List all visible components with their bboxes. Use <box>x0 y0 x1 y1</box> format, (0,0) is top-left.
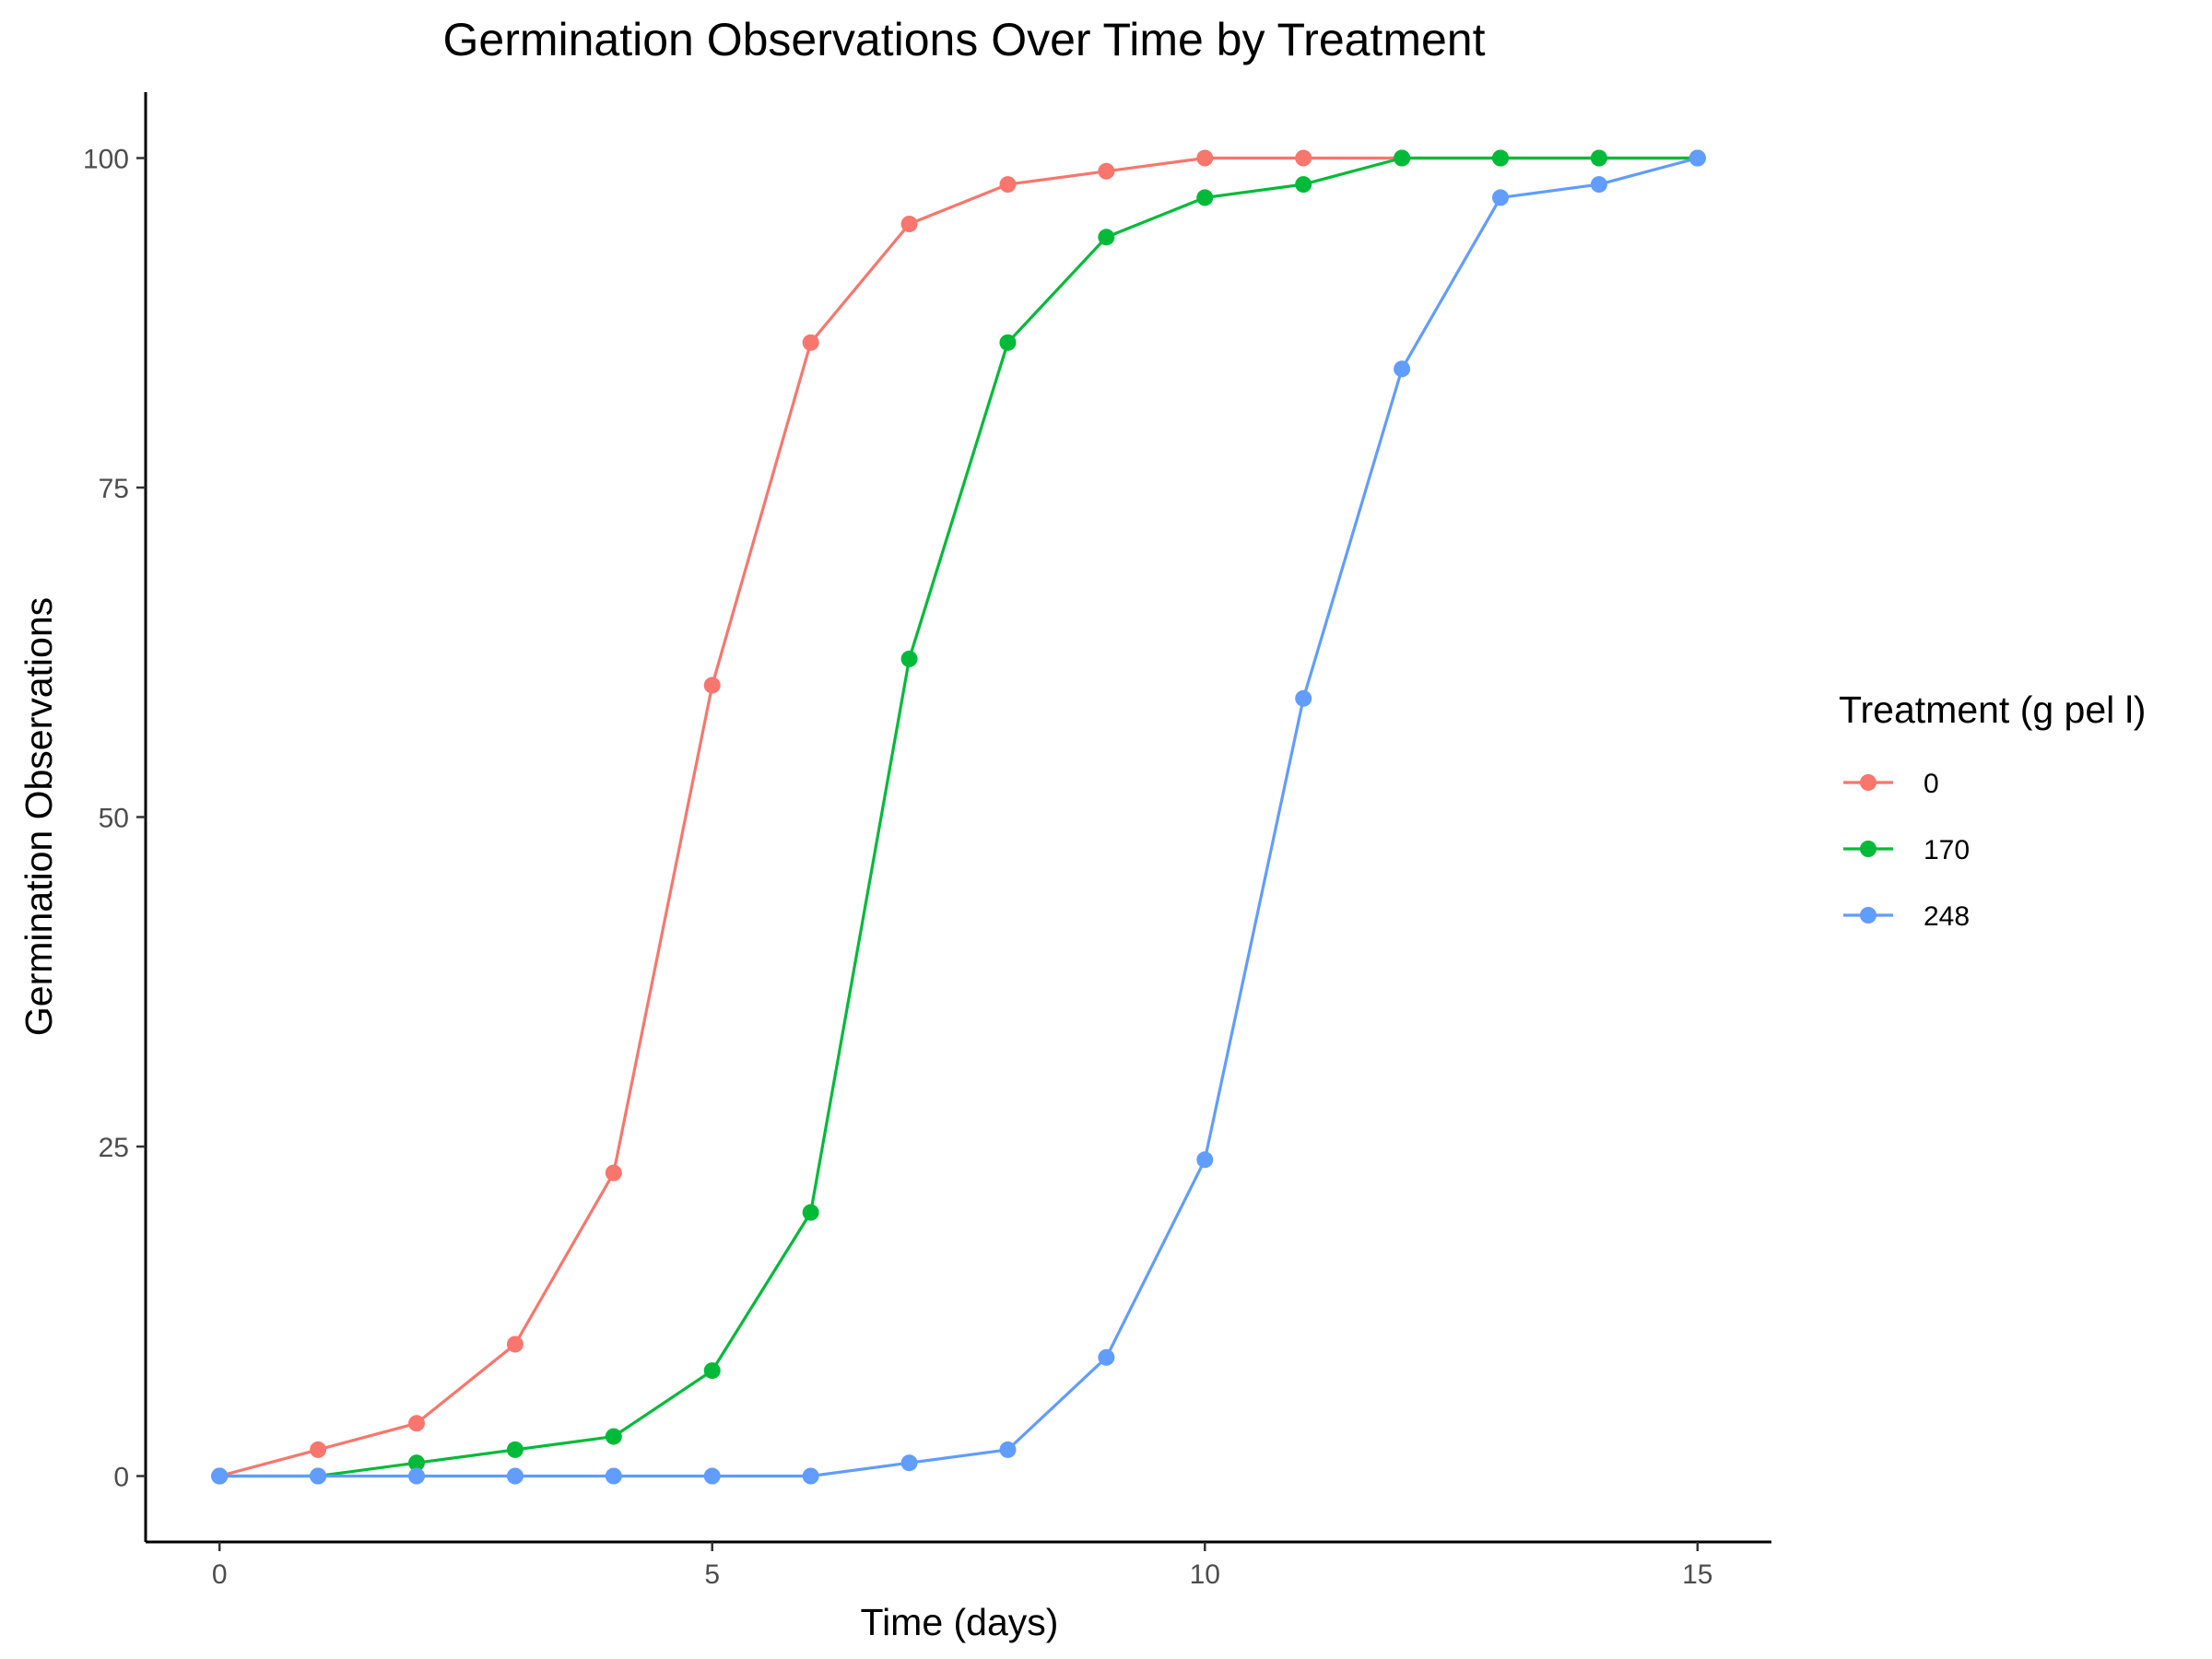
data-point <box>506 1335 524 1353</box>
legend-item: 0 <box>1843 769 1939 799</box>
data-point <box>1492 149 1509 167</box>
legend: Treatment (g pel l) 0 170 248 <box>1839 688 2146 932</box>
y-tick-label: 0 <box>113 1463 129 1493</box>
series-line <box>218 156 1700 1478</box>
data-point <box>310 1467 327 1485</box>
legend-items: 0 170 248 <box>1843 769 1970 932</box>
x-tick-label: 0 <box>212 1559 228 1590</box>
data-point <box>1196 189 1214 206</box>
data-point <box>1196 1151 1214 1169</box>
y-tick-label: 50 <box>99 804 129 834</box>
data-point <box>999 1441 1017 1458</box>
y-tick-label: 100 <box>83 145 129 175</box>
data-point <box>900 216 918 232</box>
legend-label: 0 <box>1924 769 1939 799</box>
y-axis-ticks: 0 25 50 75 100 <box>83 145 146 1493</box>
data-point <box>1590 149 1607 167</box>
legend-item: 248 <box>1843 901 1970 932</box>
plot-area <box>211 149 1706 1485</box>
legend-title: Treatment (g pel l) <box>1839 688 2146 731</box>
data-point <box>703 1467 721 1485</box>
x-axis-title: Time (days) <box>861 1601 1059 1643</box>
data-point <box>1098 162 1115 180</box>
legend-label: 170 <box>1924 835 1970 865</box>
data-point <box>408 1454 425 1472</box>
legend-key-point <box>1860 907 1877 924</box>
data-point <box>1492 189 1509 206</box>
x-axis-ticks: 0 5 10 15 <box>212 1542 1713 1590</box>
legend-key-point <box>1860 841 1877 857</box>
data-point <box>703 677 721 694</box>
data-point <box>900 650 918 667</box>
data-point <box>1688 149 1706 167</box>
data-point <box>1394 360 1411 378</box>
data-point <box>1590 176 1607 194</box>
data-point <box>999 176 1017 194</box>
data-point <box>506 1467 524 1485</box>
x-tick-label: 5 <box>704 1559 720 1590</box>
data-point <box>1098 1348 1115 1366</box>
data-point <box>211 1467 229 1485</box>
data-point <box>605 1467 622 1485</box>
data-point <box>408 1415 425 1432</box>
data-point <box>999 334 1017 351</box>
data-point <box>1098 229 1115 246</box>
x-tick-label: 10 <box>1190 1559 1220 1590</box>
data-point <box>506 1441 524 1458</box>
data-point <box>802 1204 819 1221</box>
data-point <box>1295 149 1312 167</box>
y-tick-label: 25 <box>99 1133 129 1163</box>
series-line <box>218 156 1700 1478</box>
y-axis-title: Germination Observations <box>18 597 60 1036</box>
data-point <box>802 334 819 351</box>
data-point <box>408 1467 425 1485</box>
data-point <box>1295 689 1312 707</box>
data-point <box>703 1362 721 1380</box>
data-point <box>605 1164 622 1182</box>
series-248 <box>211 149 1706 1485</box>
data-point <box>605 1428 622 1445</box>
data-point <box>1394 149 1411 167</box>
legend-item: 170 <box>1843 835 1970 865</box>
legend-key-point <box>1860 774 1877 791</box>
legend-label: 248 <box>1924 901 1970 932</box>
y-tick-label: 75 <box>99 474 129 504</box>
x-tick-label: 15 <box>1682 1559 1712 1590</box>
chart-title: Germination Observations Over Time by Tr… <box>443 14 1486 65</box>
data-point <box>1196 149 1214 167</box>
data-point <box>1295 176 1312 194</box>
data-point <box>900 1454 918 1472</box>
data-point <box>310 1441 327 1458</box>
data-point <box>802 1467 819 1485</box>
